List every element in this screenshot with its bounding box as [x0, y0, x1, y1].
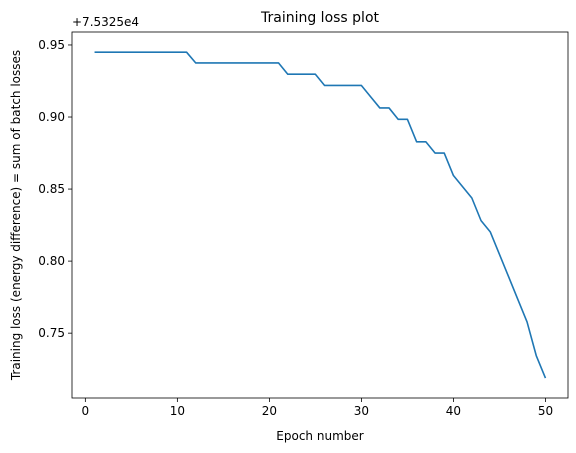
x-axis-ticks: 0 10 20 30 40 50	[82, 398, 553, 418]
series-line-0	[94, 51, 547, 379]
y-tick-label: 0.90	[38, 110, 65, 124]
plot-area	[72, 32, 568, 398]
x-axis-label: Epoch number	[276, 429, 363, 443]
y-axis-ticks: 0.75 0.80 0.85 0.90 0.95	[38, 38, 72, 340]
y-axis-offset-label: +7.5325e4	[72, 15, 139, 29]
y-axis-label: Training loss (energy difference) = sum …	[9, 50, 23, 381]
x-tick-label: 30	[354, 404, 369, 418]
x-tick-label: 50	[538, 404, 553, 418]
chart-title: Training loss plot	[260, 10, 380, 26]
x-tick-label: 0	[82, 404, 90, 418]
plot-frame	[71, 31, 569, 399]
series-layer	[94, 51, 547, 379]
x-tick-label: 40	[446, 404, 461, 418]
y-tick-label: 0.95	[38, 38, 65, 52]
y-tick-label: 0.75	[38, 326, 65, 340]
y-tick-label: 0.80	[38, 254, 65, 268]
x-tick-label: 10	[170, 404, 185, 418]
x-tick-label: 20	[262, 404, 277, 418]
y-tick-label: 0.85	[38, 182, 65, 196]
